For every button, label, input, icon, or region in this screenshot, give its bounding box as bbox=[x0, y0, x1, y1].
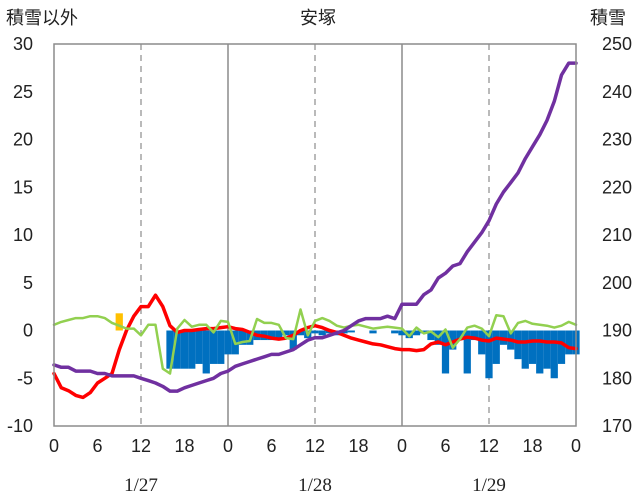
bar-snowfall_change bbox=[318, 330, 326, 336]
bar-snowfall_change bbox=[427, 330, 435, 341]
bar-snowfall_change bbox=[536, 330, 544, 374]
bar-snowfall_change bbox=[485, 330, 493, 379]
date-label: 1/29 bbox=[472, 475, 506, 496]
bar-snowfall_change bbox=[173, 330, 181, 369]
bar-snowfall_change bbox=[543, 330, 551, 369]
y-left-tick-label: 10 bbox=[13, 225, 33, 245]
y-left-tick-label: 0 bbox=[23, 321, 33, 341]
right-axis-ticks: 250 240 230 220 210 200 190 180 170 bbox=[602, 34, 632, 436]
bar-snowfall_change bbox=[202, 330, 210, 374]
bar-snowfall_change bbox=[557, 330, 566, 364]
bar-snowfall_change bbox=[463, 330, 471, 374]
bar-snowfall_change bbox=[195, 330, 203, 364]
bar-snowfall_change bbox=[275, 330, 283, 341]
series-wind bbox=[52, 308, 578, 375]
date-label: 1/27 bbox=[124, 475, 158, 496]
bar-snowfall_change bbox=[391, 330, 399, 334]
x-tick-label: 0 bbox=[49, 436, 59, 456]
x-tick-label: 18 bbox=[348, 436, 368, 456]
x-tick-label: 6 bbox=[266, 436, 276, 456]
chart-title: 安塚 bbox=[300, 8, 336, 29]
x-tick-label: 6 bbox=[440, 436, 450, 456]
y-right-tick-label: 220 bbox=[602, 177, 632, 197]
bar-snowfall_change bbox=[188, 330, 196, 369]
bar-snowfall_change bbox=[296, 330, 305, 336]
x-tick-label: 18 bbox=[174, 436, 194, 456]
bar-snowfall_change bbox=[224, 330, 232, 355]
right-axis-title: 積雪 bbox=[590, 8, 626, 29]
y-right-tick-label: 200 bbox=[602, 273, 632, 293]
series-temperature bbox=[52, 293, 578, 400]
y-left-tick-label: -5 bbox=[17, 368, 33, 388]
x-tick-label: 12 bbox=[131, 436, 151, 456]
bar-snowfall_change bbox=[514, 330, 522, 360]
bar-snowfall_change bbox=[492, 330, 500, 364]
bar-snowfall_change bbox=[166, 330, 174, 369]
y-right-tick-label: 210 bbox=[602, 225, 632, 245]
date-labels: 1/27 1/28 1/29 bbox=[124, 475, 506, 496]
bar-snowfall_change bbox=[449, 330, 457, 350]
bar-snowfall_change bbox=[180, 330, 189, 369]
plot-frame bbox=[53, 43, 577, 427]
x-tick-label: 0 bbox=[571, 436, 581, 456]
bar-snowfall_change bbox=[311, 330, 319, 334]
date-label: 1/28 bbox=[298, 475, 332, 496]
x-axis-ticks: 0 6 12 18 0 6 12 18 0 6 12 18 0 bbox=[49, 436, 581, 456]
y-left-tick-label: 30 bbox=[13, 34, 33, 54]
bar-snowfall_change bbox=[470, 330, 479, 341]
left-axis-ticks: 30 25 20 15 10 5 0 -5 -10 bbox=[7, 34, 33, 436]
bar-snowfall_change bbox=[412, 330, 421, 336]
x-tick-label: 0 bbox=[397, 436, 407, 456]
bar-snowfall_change bbox=[456, 330, 464, 341]
y-right-tick-label: 190 bbox=[602, 321, 632, 341]
bar-snowfall_change bbox=[347, 330, 355, 333]
left-axis-title: 積雪以外 bbox=[6, 8, 78, 29]
y-left-tick-label: 20 bbox=[13, 130, 33, 150]
bar-snowfall_change bbox=[369, 330, 377, 334]
y-left-tick-label: 15 bbox=[13, 177, 33, 197]
y-right-tick-label: 230 bbox=[602, 130, 632, 150]
bar-snowfall_change bbox=[267, 330, 276, 341]
bar-snowfall_change bbox=[521, 330, 529, 369]
bar-snowfall_change bbox=[528, 330, 537, 364]
bar-snowfall_change bbox=[565, 330, 573, 355]
x-tick-label: 12 bbox=[305, 436, 325, 456]
y-right-tick-label: 250 bbox=[602, 34, 632, 54]
y-right-tick-label: 240 bbox=[602, 82, 632, 102]
bar-snowfall_change bbox=[478, 330, 486, 355]
x-tick-label: 12 bbox=[479, 436, 499, 456]
bar-series bbox=[115, 313, 580, 379]
bar-snowfall_change bbox=[550, 330, 558, 379]
x-tick-label: 6 bbox=[92, 436, 102, 456]
y-right-tick-label: 180 bbox=[602, 368, 632, 388]
line-series bbox=[52, 61, 578, 400]
bar-snowfall_change bbox=[282, 330, 290, 336]
bar-snowfall_change bbox=[217, 330, 225, 364]
series-snow_depth bbox=[52, 61, 578, 393]
bar-snowfall_change bbox=[441, 330, 450, 374]
y-left-tick-label: 5 bbox=[23, 273, 33, 293]
y-left-tick-label: -10 bbox=[7, 416, 33, 436]
gridlines bbox=[140, 44, 490, 426]
bar-snowfall_change bbox=[398, 330, 406, 336]
x-tick-label: 0 bbox=[223, 436, 233, 456]
y-left-tick-label: 25 bbox=[13, 82, 33, 102]
y-right-tick-label: 170 bbox=[602, 416, 632, 436]
bar-precipitation bbox=[115, 313, 123, 331]
x-tick-label: 18 bbox=[522, 436, 542, 456]
bar-snowfall_change bbox=[238, 330, 247, 345]
bar-snowfall_change bbox=[209, 330, 218, 364]
